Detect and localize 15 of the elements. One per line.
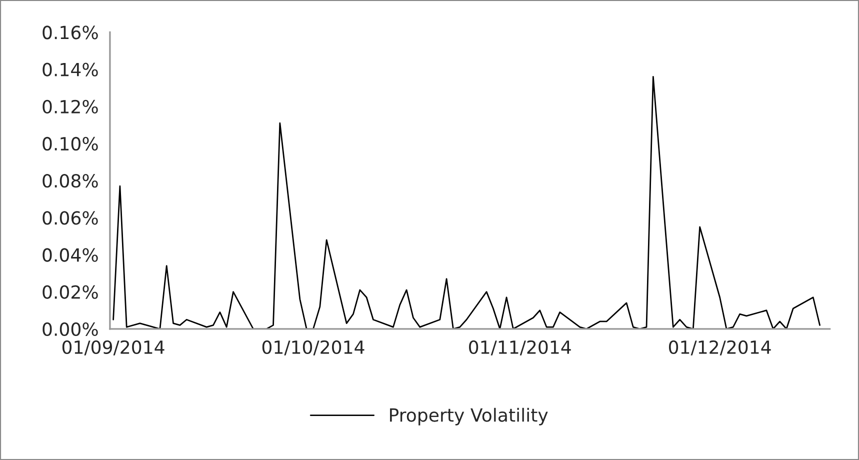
- legend-label: Property Volatility: [390, 408, 548, 426]
- line-series: [112, 76, 820, 329]
- y-tick-label: 0.00%: [42, 322, 98, 336]
- y-tick-label: 0.02%: [42, 285, 98, 299]
- y-tick-label: 0.10%: [42, 136, 98, 151]
- y-tick-label: 0.08%: [42, 174, 98, 188]
- y-tick-label: 0.14%: [42, 62, 98, 76]
- y-tick-label: 0.06%: [42, 211, 98, 225]
- x-tick-label: 01/12/2014: [668, 340, 771, 356]
- y-tick-label: 0.16%: [42, 26, 98, 40]
- x-tick-label: 01/11/2014: [469, 340, 571, 356]
- y-tick-label: 0.12%: [42, 100, 98, 114]
- x-tick-label: 01/10/2014: [262, 340, 364, 356]
- x-tick-label: 01/09/2014: [62, 340, 164, 356]
- y-tick-label: 0.04%: [42, 248, 98, 262]
